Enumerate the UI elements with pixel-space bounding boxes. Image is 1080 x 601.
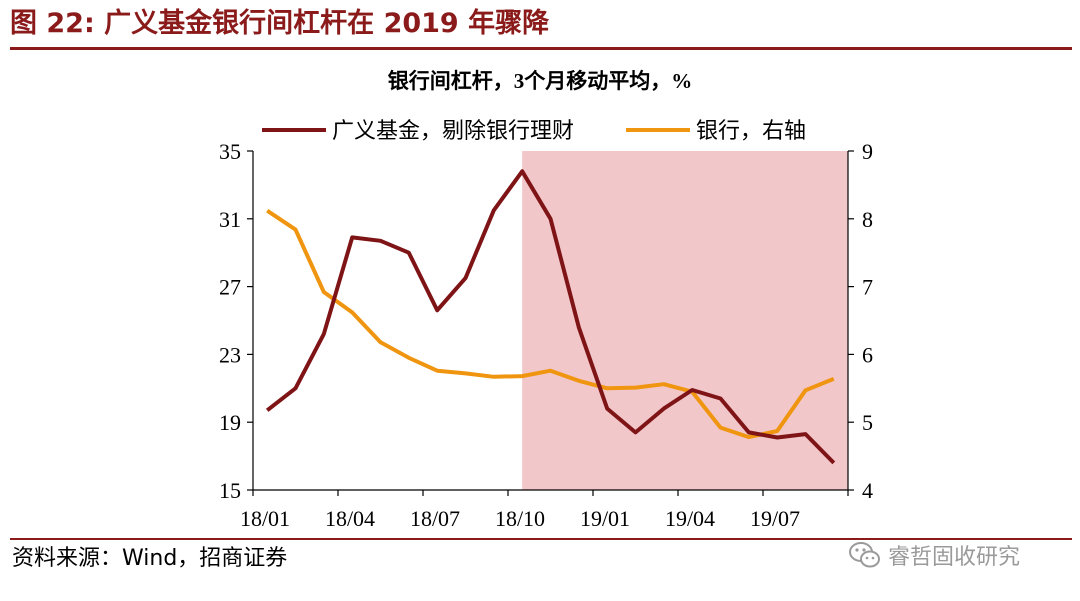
y-right-tick-label: 7 <box>862 275 873 300</box>
x-tick-label: 19/04 <box>665 506 715 531</box>
series-line-fund <box>265 169 836 465</box>
figure-title: 图 22: 广义基金银行间杠杆在 2019 年骤降 <box>10 8 550 39</box>
x-tick-label: 18/10 <box>495 506 545 531</box>
x-tick-label: 18/01 <box>240 506 290 531</box>
y-right-tick-label: 9 <box>862 139 873 164</box>
y-left-tick-label: 35 <box>219 139 241 164</box>
watermark-text: 睿哲固收研究 <box>888 545 1021 570</box>
y-left-tick-label: 15 <box>219 478 241 503</box>
x-tick-label: 18/04 <box>325 506 375 531</box>
chart-title: 银行间杠杆，3个月移动平均，% <box>388 69 693 93</box>
series-line-bank <box>266 209 835 440</box>
x-tick-label: 19/07 <box>750 506 800 531</box>
leverage-line-chart: 银行间杠杆，3个月移动平均，% 广义基金，剔除银行理财 银行，右轴 15 19 23 27 3… <box>219 69 873 531</box>
wechat-icon <box>849 542 880 568</box>
y-left-tick-label: 27 <box>219 275 241 300</box>
x-tick-label: 19/01 <box>580 506 630 531</box>
title-rule <box>10 47 1072 50</box>
legend-label-fund: 广义基金，剔除银行理财 <box>332 118 574 143</box>
y-right-tick-label: 5 <box>862 410 873 435</box>
y-right-tick-label: 4 <box>862 478 873 503</box>
y-left-tick-label: 31 <box>219 207 241 232</box>
shaded-region <box>522 151 848 490</box>
y-right-tick-label: 8 <box>862 207 873 232</box>
y-left-tick-label: 19 <box>219 410 241 435</box>
footer-rule <box>10 538 1072 540</box>
y-right-tick-label: 6 <box>862 342 873 367</box>
x-tick-label: 18/07 <box>410 506 460 531</box>
source-note: 资料来源：Wind，招商证券 <box>12 546 288 571</box>
legend-label-bank: 银行，右轴 <box>696 118 806 143</box>
y-left-tick-label: 23 <box>219 342 241 367</box>
watermark: 睿哲固收研究 <box>848 538 1020 572</box>
